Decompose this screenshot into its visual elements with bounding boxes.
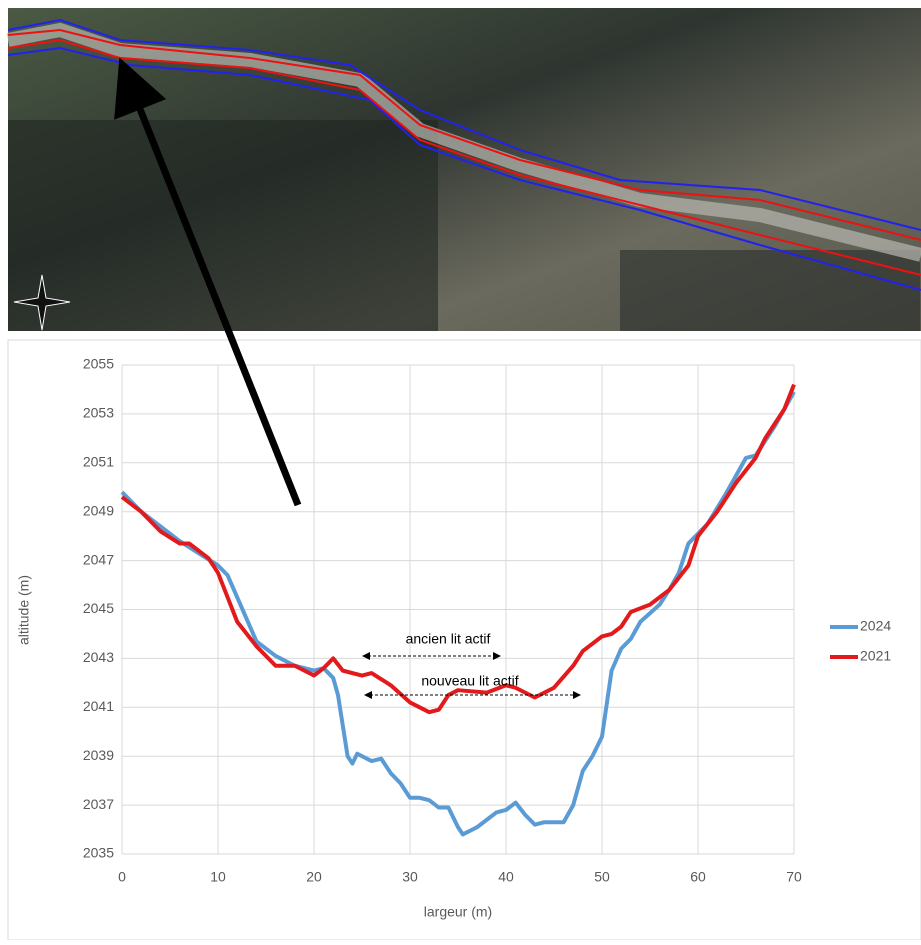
y-tick-label: 2041: [83, 698, 114, 714]
x-tick-label: 20: [306, 869, 322, 885]
legend-label: 2024: [860, 618, 891, 634]
y-tick-label: 2035: [83, 845, 114, 861]
aerial-map: [6, 8, 921, 331]
y-tick-label: 2053: [83, 405, 114, 421]
x-tick-label: 0: [118, 869, 126, 885]
y-tick-label: 2043: [83, 649, 114, 665]
x-tick-label: 30: [402, 869, 418, 885]
legend-label: 2021: [860, 648, 891, 664]
y-tick-label: 2039: [83, 747, 114, 763]
y-tick-label: 2051: [83, 454, 114, 470]
y-tick-label: 2055: [83, 356, 114, 372]
y-tick-label: 2047: [83, 551, 114, 567]
x-tick-label: 10: [210, 869, 226, 885]
data-line: [120, 390, 796, 837]
x-tick-label: 60: [690, 869, 706, 885]
annotation: nouveau lit actif: [421, 673, 518, 689]
annotation: ancien lit actif: [406, 631, 491, 647]
y-tick-label: 2045: [83, 600, 114, 616]
y-axis-label: altitude (m): [16, 575, 32, 645]
y-tick-label: 2049: [83, 502, 114, 518]
y-tick-label: 2037: [83, 796, 114, 812]
chart-area: [7, 339, 921, 941]
x-tick-label: 40: [498, 869, 514, 885]
x-tick-label: 70: [786, 869, 802, 885]
x-axis-label: largeur (m): [424, 904, 492, 920]
x-tick-label: 50: [594, 869, 610, 885]
location-arrow: [114, 57, 302, 507]
